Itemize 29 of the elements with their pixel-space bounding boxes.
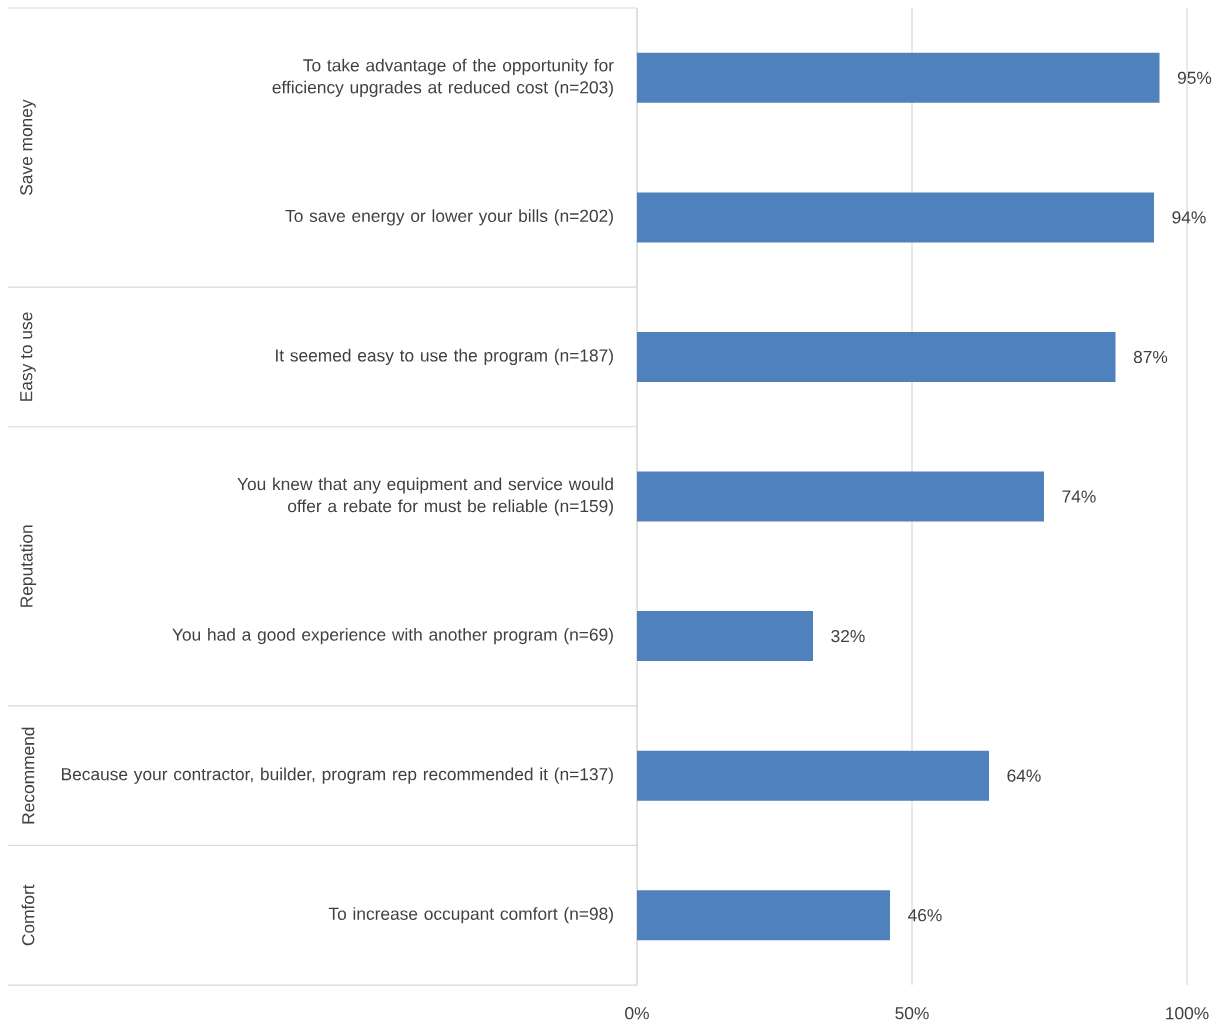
y-tick-label: To increase occupant comfort (n=98) <box>328 907 613 924</box>
bar <box>637 52 1160 103</box>
y-tick-label: To save energy or lower your bills (n=202) <box>285 209 613 226</box>
data-label: 74% <box>1062 490 1096 503</box>
y-tick-label: To take advantage of the opportunity for efficiency upgrades at reduced cost (n=203) <box>272 58 614 97</box>
x-tick-label: 50% <box>895 1007 929 1020</box>
data-label: 87% <box>1133 350 1168 364</box>
x-tick-label: 100% <box>1166 1007 1209 1020</box>
y-tick-label: Because your contractor, builder, program rep recommended it (n=137) <box>61 767 613 784</box>
data-label: 94% <box>1172 211 1206 224</box>
x-tick-label: 0% <box>625 1007 649 1020</box>
bar <box>637 331 1116 382</box>
bar <box>637 471 1044 522</box>
text: Easy to use <box>20 312 36 401</box>
bar <box>637 890 890 941</box>
data-label: 64% <box>1007 769 1041 782</box>
data-label: 46% <box>908 909 942 922</box>
text: Save money <box>20 99 36 195</box>
text: Reputation <box>19 525 37 607</box>
bar <box>637 192 1154 243</box>
data-label: 32% <box>831 629 865 643</box>
y-tick-label: It seemed easy to use the program (n=187) <box>276 348 613 366</box>
bar <box>637 611 813 662</box>
bar <box>637 750 989 801</box>
y-tick-label: You had a good experience with another program (n=69) <box>172 628 613 645</box>
data-label: 95% <box>1177 71 1212 84</box>
text: Recommend <box>21 727 35 824</box>
text: Comfort <box>21 884 35 946</box>
y-tick-label: You knew that any equipment and service would offer a rebate for must be reliable (n=159) <box>237 477 613 516</box>
